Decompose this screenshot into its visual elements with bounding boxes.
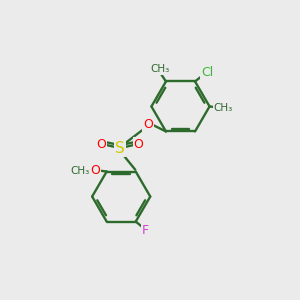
- Text: O: O: [97, 138, 106, 151]
- Text: S: S: [115, 140, 125, 155]
- Text: F: F: [142, 224, 149, 237]
- Text: Cl: Cl: [201, 66, 213, 79]
- Text: CH₃: CH₃: [150, 64, 169, 74]
- Text: CH₃: CH₃: [71, 166, 90, 176]
- Text: O: O: [90, 164, 100, 177]
- Text: O: O: [143, 118, 153, 131]
- Text: O: O: [134, 138, 144, 151]
- Text: CH₃: CH₃: [213, 103, 233, 112]
